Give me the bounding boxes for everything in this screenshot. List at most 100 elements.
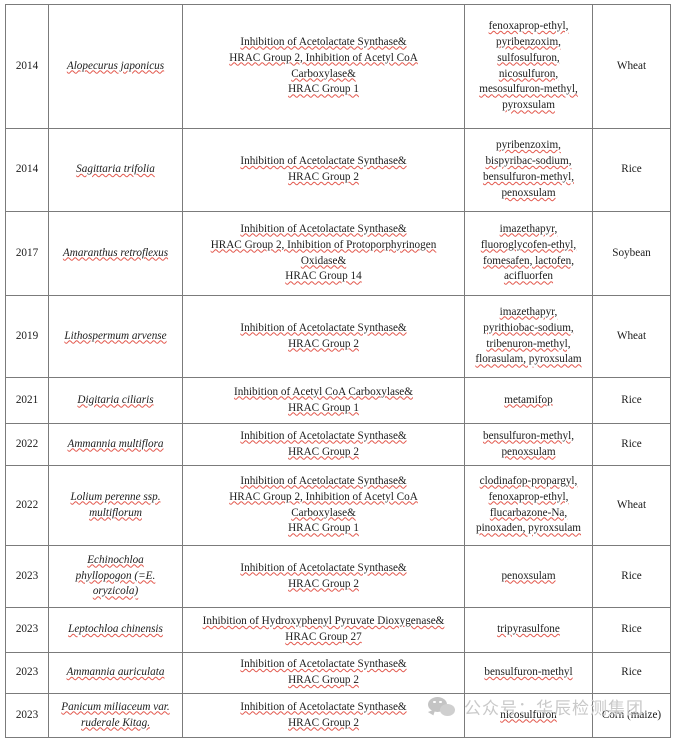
text-line: Amaranthus retroflexus <box>62 246 169 259</box>
text-line: Sagittaria trifolia <box>76 163 155 176</box>
text-line: pyroxsulam <box>502 99 555 112</box>
cell-herbicides: imazethapyr, pyrithiobac-sodium, tribenuro… <box>464 295 593 378</box>
cell-species: Amaranthus retroflexus <box>48 211 183 296</box>
text-line: acifluorfen <box>503 270 554 283</box>
text-line: Lithospermum arvense <box>64 329 167 342</box>
cell-year: 2023 <box>5 652 49 694</box>
cell-herbicides: bensulfuron-methyl <box>464 652 593 694</box>
text-line: Digitaria ciliaris <box>77 393 154 406</box>
cell-crop: Rice <box>592 128 671 212</box>
text-line: fenoxaprop-ethyl, <box>488 490 569 503</box>
text-line: nicosulfuron <box>500 708 557 721</box>
cell-species: Echinochloa phyllopogon (=E. oryzicola) <box>48 545 183 608</box>
table-row: 2023 Ammannia auriculata Inhibition of Ace… <box>5 652 671 694</box>
text-line: HRAC Group 2 <box>288 171 359 183</box>
cell-mechanism: Inhibition of Acetolactate Synthase& HRAC… <box>182 465 465 546</box>
cell-year: 2014 <box>5 4 49 129</box>
text-line: ruderale Kitag. <box>81 716 150 729</box>
table-row: 2023 Echinochloa phyllopogon (=E. oryzicola… <box>5 545 671 608</box>
text-line: Leptochloa chinensis <box>68 623 163 636</box>
text-line: pyribenzoxim, <box>496 35 561 48</box>
text-line: HRAC Group 2 <box>288 337 359 350</box>
table-row: 2023 Panicum miliaceum var. ruderale Kitag… <box>5 693 671 738</box>
cell-year: 2022 <box>5 423 49 466</box>
text-line: penoxsulam <box>501 569 556 582</box>
text-line: Echinochloa <box>87 553 144 566</box>
cell-crop: Rice <box>592 377 671 424</box>
text-line: HRAC Group 2, Inhibition of Acetyl CoA <box>229 490 418 503</box>
text-line: HRAC Group 2 <box>288 716 359 729</box>
text-line: Inhibition of Acetyl CoA Carboxylase& <box>234 385 413 398</box>
text-line: HRAC Group 1 <box>288 83 359 96</box>
text-line: Inhibition of Acetolactate Synthase& <box>240 658 407 671</box>
text-line: bensulfuron-methyl <box>484 666 573 679</box>
text-line: Carboxylase& <box>291 506 356 519</box>
cell-mechanism: Inhibition of Acetyl CoA Carboxylase& HRA… <box>182 377 465 424</box>
text-line: sulfosulfuron, <box>497 51 560 64</box>
cell-crop: Rice <box>592 423 671 466</box>
table-row: 2022 Ammannia multiflora Inhibition of Ace… <box>5 423 671 466</box>
text-line: tribenuron-methyl, <box>486 337 571 350</box>
cell-species: Lolium perenne ssp. multiflorum <box>48 465 183 546</box>
table-body: 2014 Alopecurus japonicus Inhibition of Ac… <box>5 4 671 738</box>
text-line: fluoroglycofen-ethyl, <box>480 238 577 251</box>
cell-year: 2022 <box>5 465 49 546</box>
text-line: bispyribac-sodium, <box>485 155 572 168</box>
text-line: Inhibition of Acetolactate Synthase& <box>240 700 407 713</box>
cell-mechanism: Inhibition of Hydroxyphenyl Pyruvate Dio… <box>182 607 465 653</box>
cell-herbicides: pyribenzoxim, bispyribac-sodium, bensulfur… <box>464 128 593 212</box>
cell-year: 2017 <box>5 211 49 296</box>
cell-crop: Rice <box>592 607 671 653</box>
text-line: Lolium perenne ssp. <box>70 490 161 503</box>
table-row: 2022 Lolium perenne ssp. multiflorum Inhibi… <box>5 465 671 546</box>
text-line: Inhibition of Hydroxyphenyl Pyruvate Dio… <box>202 615 445 628</box>
resistant-weed-table: 2014 Alopecurus japonicus Inhibition of Ac… <box>5 4 671 738</box>
text-line: Oxidase& <box>300 254 347 267</box>
text-line: Inhibition of Acetolactate Synthase& <box>240 222 407 235</box>
text-line: Ammannia auriculata <box>66 666 165 679</box>
text-line: imazethapyr, <box>499 222 558 235</box>
text-line: pyribenzoxim, <box>496 139 561 152</box>
text-line: HRAC Group 2, Inhibition of Protoporphyr… <box>210 238 437 251</box>
cell-year: 2023 <box>5 545 49 608</box>
text-line: Inhibition of Acetolactate Synthase& <box>240 474 407 487</box>
cell-species: Ammannia multiflora <box>48 423 183 466</box>
cell-herbicides: penoxsulam <box>464 545 593 608</box>
cell-species: Panicum miliaceum var. ruderale Kitag. <box>48 693 183 738</box>
cell-mechanism: Inhibition of Acetolactate Synthase& HRAC… <box>182 295 465 378</box>
cell-species: Ammannia auriculata <box>48 652 183 694</box>
text-line: bensulfuron-methyl, <box>482 429 575 442</box>
cell-crop: Rice <box>592 545 671 608</box>
cell-mechanism: Inhibition of Acetolactate Synthase& HRAC… <box>182 693 465 738</box>
text-line: multiflorum <box>89 506 142 519</box>
cell-species: Sagittaria trifolia <box>48 128 183 212</box>
cell-year: 2014 <box>5 128 49 212</box>
text-line: oryzicola) <box>92 585 139 598</box>
table-row: 2021 Digitaria ciliaris Inhibition of Acet… <box>5 377 671 424</box>
cell-herbicides: imazethapyr, fluoroglycofen-ethyl, fomesaf… <box>464 211 593 296</box>
cell-herbicides: clodinafop-propargyl, fenoxaprop-ethyl, fl… <box>464 465 593 546</box>
table-row: 2014 Alopecurus japonicus Inhibition of Ac… <box>5 4 671 129</box>
text-line: HRAC Group 2 <box>288 577 359 590</box>
text-line: HRAC Group 27 <box>285 631 362 643</box>
cell-mechanism: Inhibition of Acetolactate Synthase& HRAC… <box>182 128 465 212</box>
cell-mechanism: Inhibition of Acetolactate Synthase& HRAC… <box>182 545 465 608</box>
text-line: florasulam, pyroxsulam <box>475 353 582 366</box>
text-line: HRAC Group 14 <box>285 270 362 283</box>
cell-crop: Wheat <box>592 4 671 129</box>
text-line: Carboxylase& <box>291 67 356 80</box>
text-line: phyllopogon (=E. <box>75 569 156 582</box>
cell-year: 2023 <box>5 693 49 738</box>
cell-crop: Wheat <box>592 295 671 378</box>
cell-species: Lithospermum arvense <box>48 295 183 378</box>
cell-crop: Corn (maize) <box>592 693 671 738</box>
text-line: bensulfuron-methyl, <box>482 171 575 183</box>
cell-crop: Soybean <box>592 211 671 296</box>
cell-species: Digitaria ciliaris <box>48 377 183 424</box>
text-line: Inhibition of Acetolactate Synthase& <box>240 321 407 334</box>
cell-herbicides: tripyrasulfone <box>464 607 593 653</box>
text-line: penoxsulam <box>501 445 556 458</box>
text-line: HRAC Group 2 <box>288 445 359 458</box>
text-line: metamifop <box>504 393 553 406</box>
cell-herbicides: metamifop <box>464 377 593 424</box>
